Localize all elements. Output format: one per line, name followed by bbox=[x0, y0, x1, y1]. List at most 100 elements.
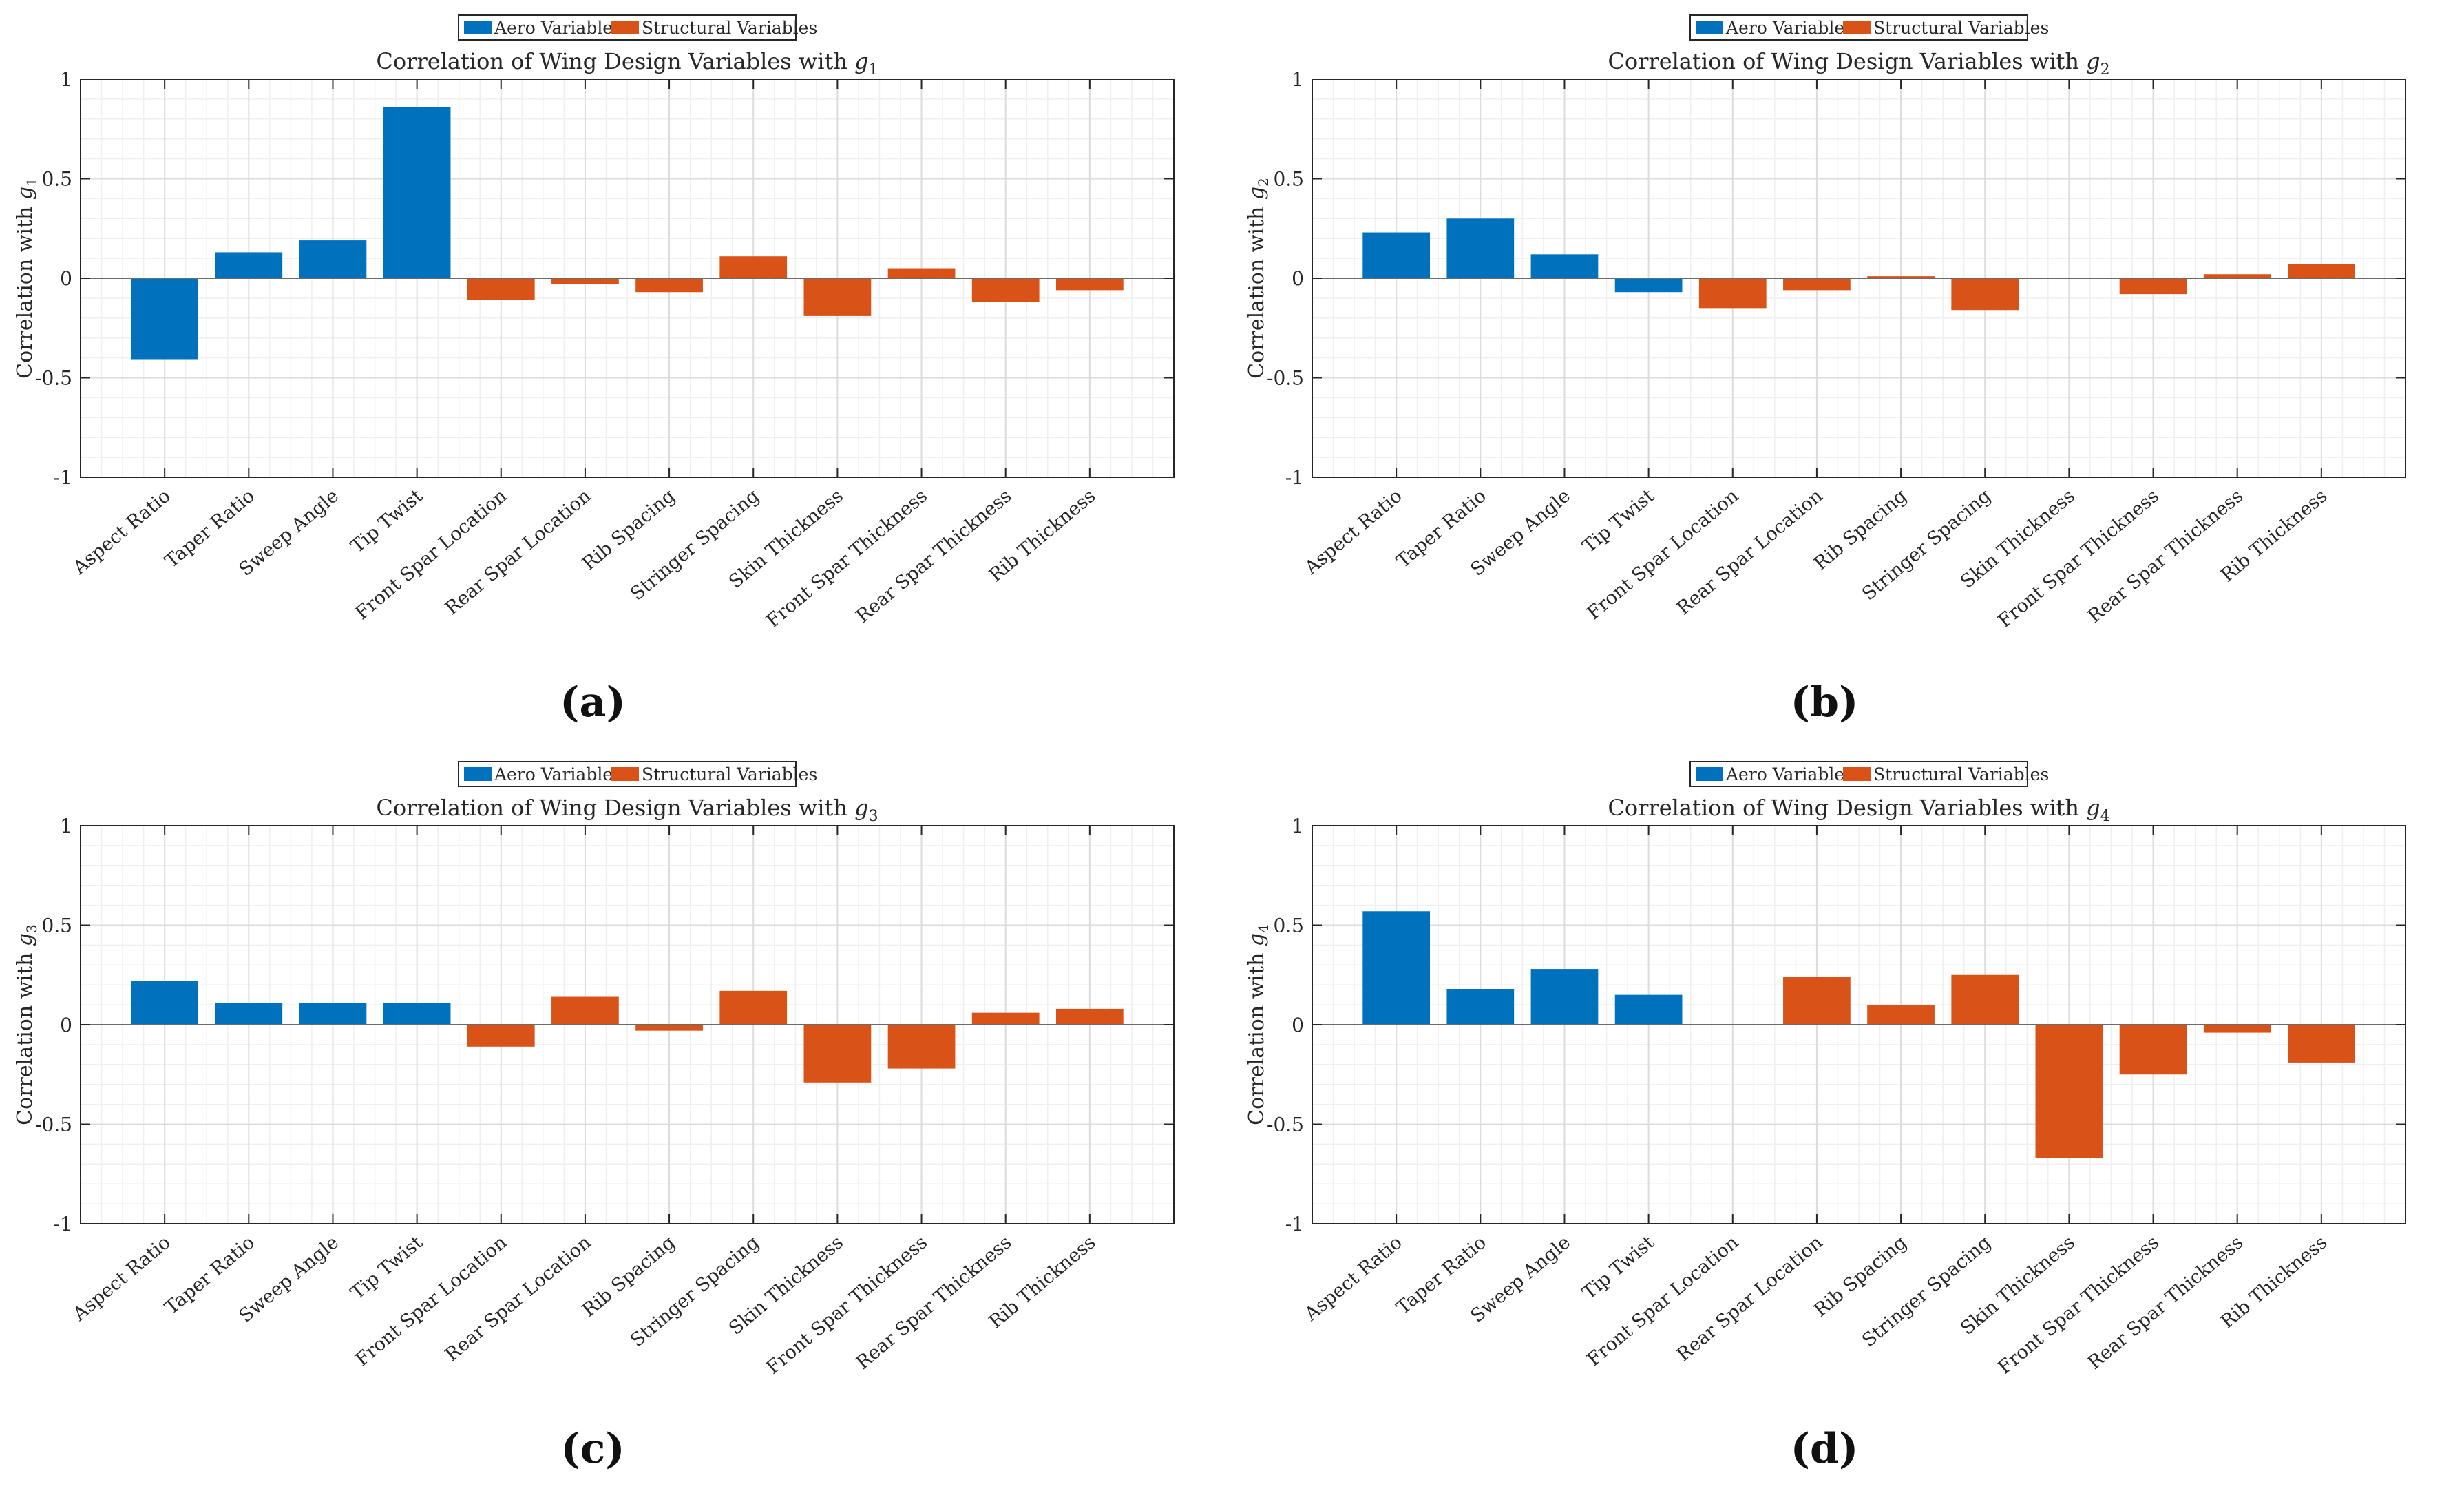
x-tick-label: Rear Spar Location bbox=[1673, 486, 1827, 620]
y-axis: -1 -0.5 0 0.5 1 bbox=[1267, 68, 2405, 489]
bar-rear-spar-thickness bbox=[971, 1012, 1040, 1025]
bar-tip-twist bbox=[1614, 278, 1683, 293]
x-tick-label: Aspect Ratio bbox=[69, 1232, 175, 1326]
chart-panel-c: -1 -0.5 0 0.5 1 Aspect Ratio Taper Ratio Sweep … bbox=[0, 746, 1232, 1493]
bar-aspect-ratio bbox=[131, 981, 199, 1025]
bar-sweep-angle bbox=[299, 1003, 367, 1025]
y-tick-label: 0.5 bbox=[1273, 915, 1304, 937]
y-tick-label: -1 bbox=[54, 466, 72, 489]
bar-rib-spacing bbox=[635, 278, 703, 293]
x-tick-label: Aspect Ratio bbox=[69, 486, 175, 579]
bar-rear-spar-location bbox=[1783, 278, 1851, 291]
bar-sweep-angle bbox=[299, 240, 367, 278]
bar-rear-spar-location bbox=[551, 278, 619, 284]
bar-front-spar-location bbox=[467, 1025, 535, 1047]
legend-swatch-aero bbox=[464, 767, 492, 781]
x-tick-label: Tip Twist bbox=[347, 1232, 428, 1304]
y-axis-label: Correlation with g3 bbox=[13, 924, 40, 1125]
bar-skin-thickness bbox=[803, 1025, 872, 1083]
bar-rib-thickness bbox=[1055, 1008, 1124, 1025]
x-tick-label: Aspect Ratio bbox=[1301, 486, 1407, 579]
bar-aspect-ratio bbox=[131, 278, 199, 360]
bar-front-spar-location bbox=[467, 278, 535, 300]
y-tick-label: -0.5 bbox=[35, 1114, 72, 1136]
y-axis: -1 -0.5 0 0.5 1 bbox=[35, 815, 1174, 1235]
bar-front-spar-thickness bbox=[887, 268, 956, 278]
panel-label: (a) bbox=[560, 678, 626, 727]
x-tick-label: Front Spar Thickness bbox=[762, 486, 931, 632]
y-tick-label: 0.5 bbox=[1273, 168, 1304, 191]
y-tick-label: -0.5 bbox=[35, 367, 72, 390]
bar-front-spar-thickness bbox=[2119, 1025, 2187, 1075]
legend-swatch-structural bbox=[1843, 767, 1871, 781]
y-tick-label: -1 bbox=[1285, 1213, 1304, 1235]
y-tick-label: 0 bbox=[60, 1014, 72, 1036]
x-tick-label: Front Spar Location bbox=[351, 486, 511, 625]
bar-rear-spar-location bbox=[1783, 977, 1851, 1025]
x-tick-label: Rear Spar Location bbox=[441, 1232, 596, 1366]
x-tick-label: Rear Spar Location bbox=[1673, 1232, 1827, 1366]
y-axis-label: Correlation with g4 bbox=[1245, 924, 1272, 1125]
y-tick-label: 1 bbox=[60, 68, 72, 91]
legend-label-structural: Structural Variables bbox=[1873, 18, 2049, 38]
chart-panel-d: -1 -0.5 0 0.5 1 Aspect Ratio Taper Ratio Sweep … bbox=[1232, 746, 2463, 1493]
chart-title: Correlation of Wing Design Variables wit… bbox=[376, 795, 878, 825]
bar-tip-twist bbox=[383, 1003, 451, 1025]
y-tick-label: 0 bbox=[1292, 267, 1304, 290]
legend-label-structural: Structural Variables bbox=[642, 764, 817, 784]
bar-sweep-angle bbox=[1530, 254, 1599, 278]
bar-rear-spar-location bbox=[551, 996, 619, 1025]
bar-stringer-spacing bbox=[719, 256, 788, 278]
x-tick-label: Tip Twist bbox=[347, 486, 428, 558]
bar-front-spar-thickness bbox=[2119, 278, 2187, 295]
panel-label: (d) bbox=[1791, 1425, 1859, 1473]
x-tick-label: Front Spar Thickness bbox=[762, 1232, 931, 1379]
x-tick-label: Front Spar Location bbox=[1583, 1232, 1742, 1371]
bars bbox=[1362, 911, 2355, 1158]
x-tick-label: Front Spar Thickness bbox=[1994, 486, 2163, 632]
x-tick-label: Front Spar Location bbox=[351, 1232, 511, 1371]
legend: Aero Variables Structural Variables bbox=[458, 14, 817, 41]
bar-tip-twist bbox=[1614, 994, 1683, 1025]
y-tick-label: 0.5 bbox=[41, 915, 72, 937]
bar-taper-ratio bbox=[1446, 988, 1515, 1025]
bar-front-spar-thickness bbox=[887, 1025, 956, 1069]
bars bbox=[1362, 218, 2355, 311]
bar-front-spar-location bbox=[1698, 278, 1767, 309]
x-tick-label: Rear Spar Thickness bbox=[2084, 1232, 2247, 1374]
legend-label-aero: Aero Variables bbox=[1725, 18, 1853, 38]
y-tick-label: 0 bbox=[60, 267, 72, 290]
x-tick-label: Rear Spar Location bbox=[441, 486, 596, 620]
bar-rib-thickness bbox=[2287, 264, 2355, 278]
bar-taper-ratio bbox=[215, 252, 283, 278]
grid bbox=[81, 826, 1174, 1224]
y-axis: -1 -0.5 0 0.5 1 bbox=[35, 68, 1174, 489]
bar-rear-spar-thickness bbox=[2203, 1025, 2271, 1033]
y-tick-label: -0.5 bbox=[1267, 367, 1304, 390]
legend-label-aero: Aero Variables bbox=[1725, 764, 1853, 784]
legend: Aero Variables Structural Variables bbox=[1689, 14, 2049, 41]
bar-rib-spacing bbox=[635, 1025, 703, 1031]
y-tick-label: 1 bbox=[60, 815, 72, 837]
x-tick-label: Front Spar Thickness bbox=[1994, 1232, 2163, 1379]
bar-taper-ratio bbox=[1446, 218, 1515, 278]
legend-label-structural: Structural Variables bbox=[642, 18, 817, 38]
bar-rib-thickness bbox=[2287, 1025, 2355, 1063]
chart-panel-b: -1 -0.5 0 0.5 1 Aspect Ratio Taper Ratio Sweep … bbox=[1232, 0, 2463, 746]
legend-label-aero: Aero Variables bbox=[494, 764, 622, 784]
bar-rib-spacing bbox=[1867, 276, 1935, 278]
y-tick-label: -0.5 bbox=[1267, 1114, 1304, 1136]
bar-stringer-spacing bbox=[1951, 278, 2019, 311]
panel-label: (b) bbox=[1791, 678, 1859, 727]
bar-aspect-ratio bbox=[1362, 232, 1431, 278]
bar-tip-twist bbox=[383, 107, 451, 278]
bars bbox=[131, 107, 1124, 360]
bar-aspect-ratio bbox=[1362, 911, 1431, 1025]
x-tick-label: Rear Spar Thickness bbox=[852, 1232, 1015, 1374]
